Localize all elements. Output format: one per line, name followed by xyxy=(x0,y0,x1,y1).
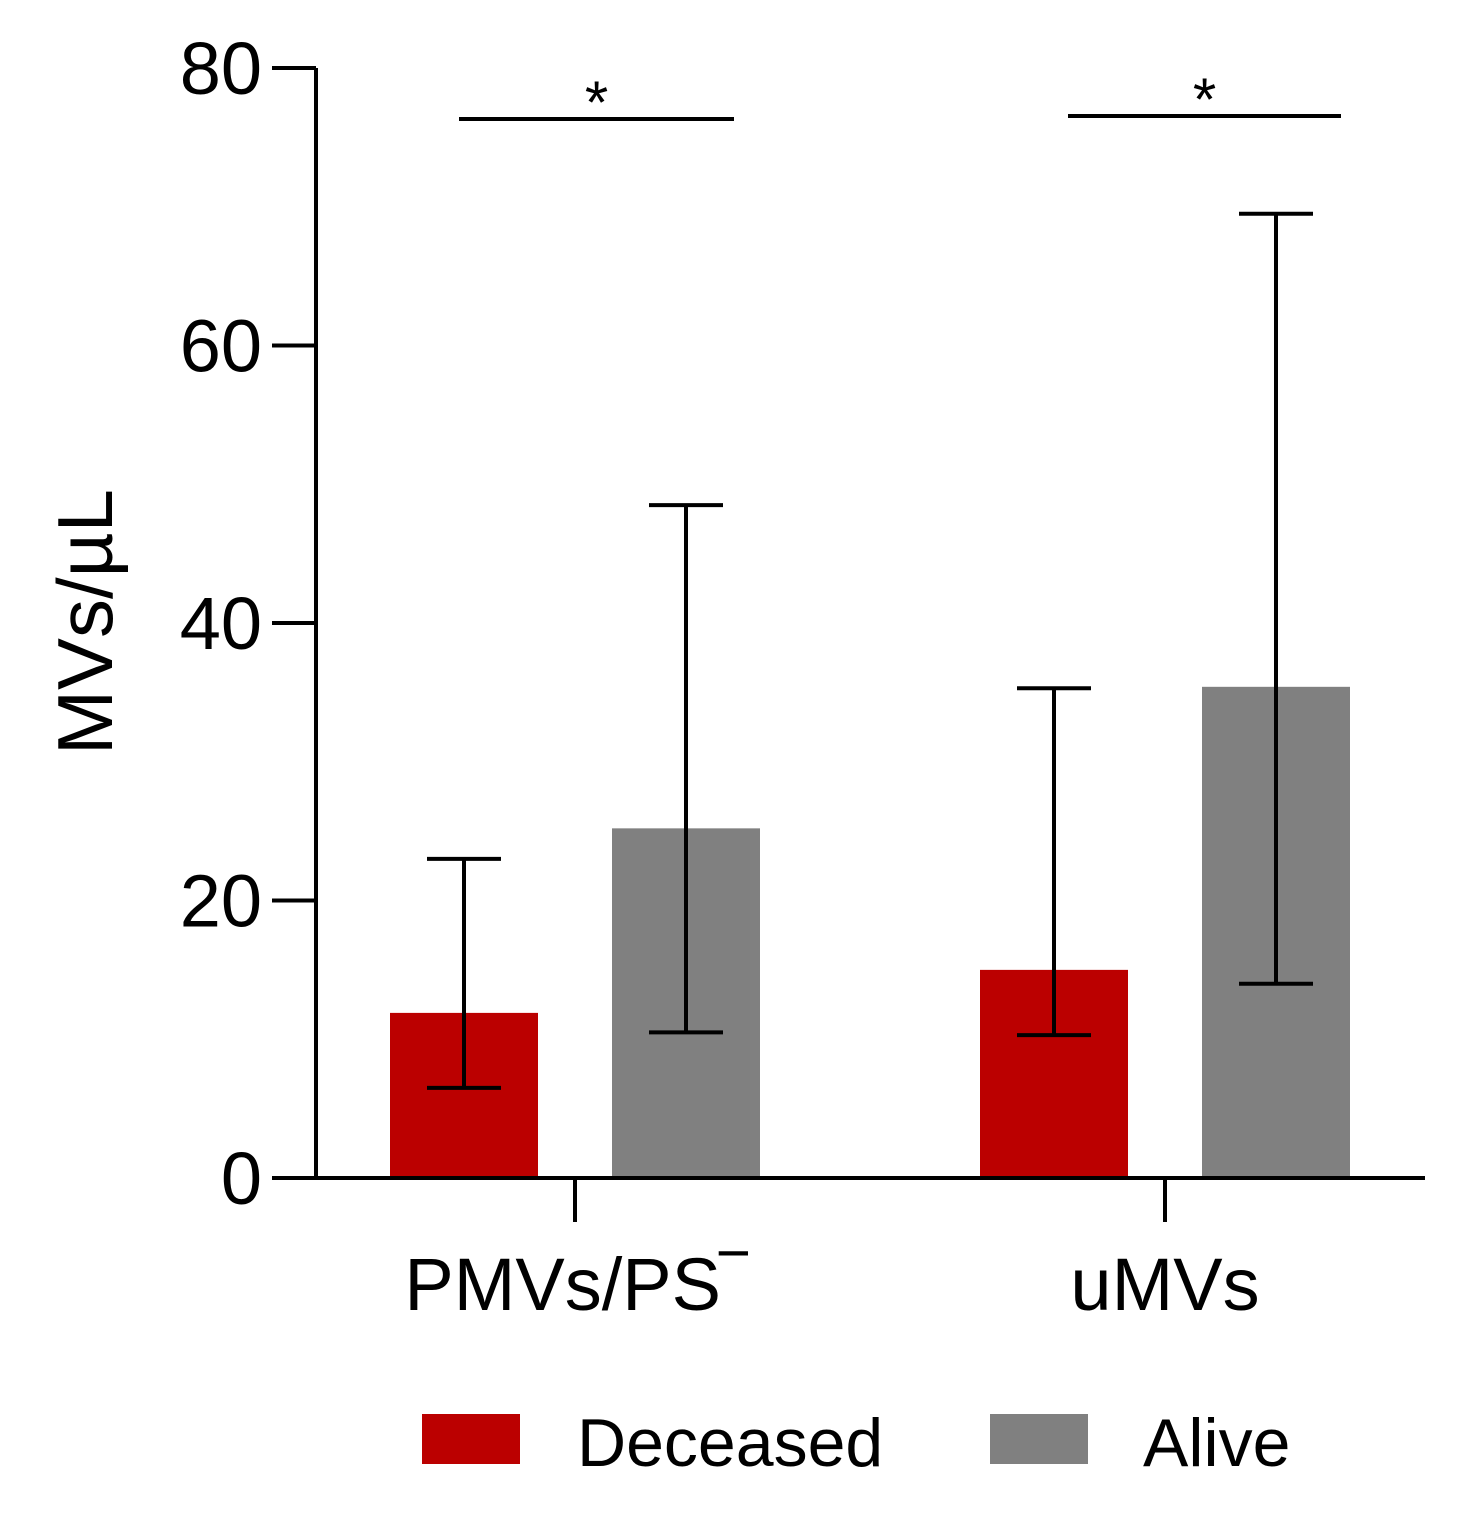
error-bar xyxy=(1239,211,1313,986)
legend-label-deceased: Deceased xyxy=(577,1405,883,1481)
x-ticks: PMVs/PS‾ uMVs xyxy=(404,1178,1260,1326)
significance-star: * xyxy=(585,69,608,136)
error-bar xyxy=(1017,686,1091,1038)
y-tick-label: 80 xyxy=(180,27,262,110)
significance-markers: * * xyxy=(459,66,1341,136)
x-tick-label: uMVs xyxy=(1070,1243,1259,1326)
y-tick-label: 20 xyxy=(180,860,262,943)
error-bar xyxy=(427,856,501,1090)
y-axis-title: MVs/µL xyxy=(41,489,129,755)
legend-swatch-alive xyxy=(990,1414,1088,1464)
error-bars xyxy=(427,211,1313,1090)
x-tick-label: PMVs/PS‾ xyxy=(404,1243,748,1326)
legend-label-alive: Alive xyxy=(1143,1405,1290,1481)
bars xyxy=(390,686,1350,1176)
legend-swatch-deceased xyxy=(422,1414,520,1464)
legend: Deceased Alive xyxy=(422,1405,1290,1481)
y-tick-label: 0 xyxy=(221,1137,262,1220)
y-tick-label: 60 xyxy=(180,305,262,388)
significance-star: * xyxy=(1193,66,1216,133)
error-bar xyxy=(649,503,723,1035)
y-tick-label: 40 xyxy=(180,582,262,665)
y-ticks: 0 20 40 60 80 xyxy=(180,27,316,1220)
